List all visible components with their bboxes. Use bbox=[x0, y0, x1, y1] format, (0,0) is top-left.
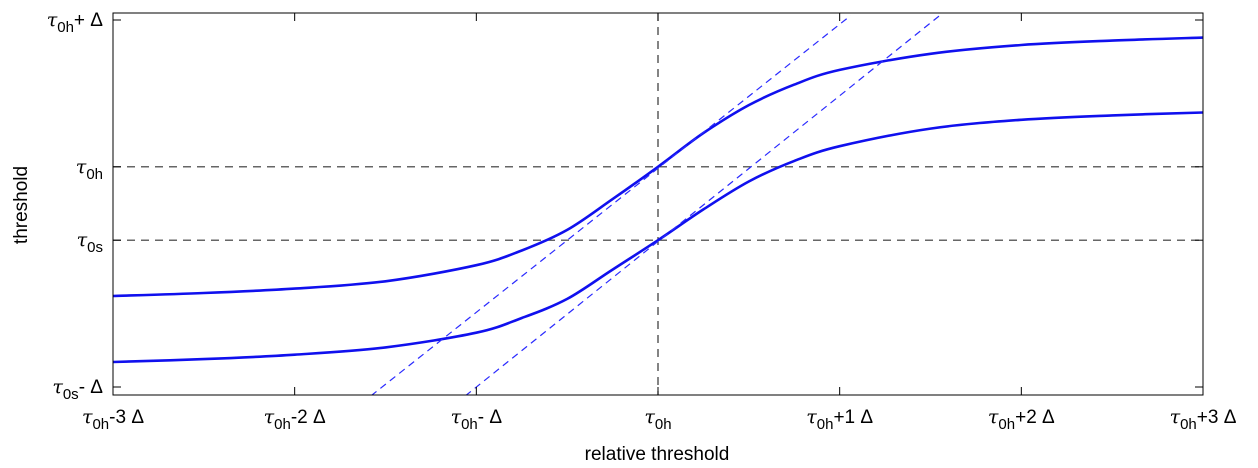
curve-series-1 bbox=[113, 111, 1203, 364]
series-layer bbox=[113, 15, 1203, 395]
x-tick-label: τ0h bbox=[644, 406, 671, 433]
x-tick-label: τ0h-2 Δ bbox=[264, 406, 326, 433]
x-tick-label: τ0h+2 Δ bbox=[988, 406, 1055, 433]
y-tick-label: τ0h bbox=[76, 156, 103, 183]
y-tick-label: τ0s bbox=[77, 229, 103, 256]
y-axis: τ0h+ Δ τ0h τ0s τ0s- Δ bbox=[47, 9, 1203, 403]
x-tick-label: τ0h+3 Δ bbox=[1170, 406, 1237, 433]
y-tick-label: τ0s- Δ bbox=[52, 376, 103, 403]
dashed-line-series-3 bbox=[465, 15, 940, 395]
reference-lines bbox=[113, 13, 1203, 395]
x-tick-label: τ0h+1 Δ bbox=[806, 406, 873, 433]
dashed-line-series-2 bbox=[371, 15, 851, 395]
y-tick-label: τ0h+ Δ bbox=[47, 9, 104, 36]
x-axis: τ0h-3 Δ τ0h-2 Δ τ0h- Δ τ0h τ0h+1 Δ τ0h+2 Δ τ0h… bbox=[82, 13, 1237, 433]
x-tick-label: τ0h- Δ bbox=[451, 406, 503, 433]
y-axis-title: threshold bbox=[11, 166, 32, 244]
curve-series-0 bbox=[113, 36, 1203, 298]
x-tick-label: τ0h-3 Δ bbox=[82, 406, 144, 433]
x-axis-title: relative threshold bbox=[585, 444, 730, 465]
